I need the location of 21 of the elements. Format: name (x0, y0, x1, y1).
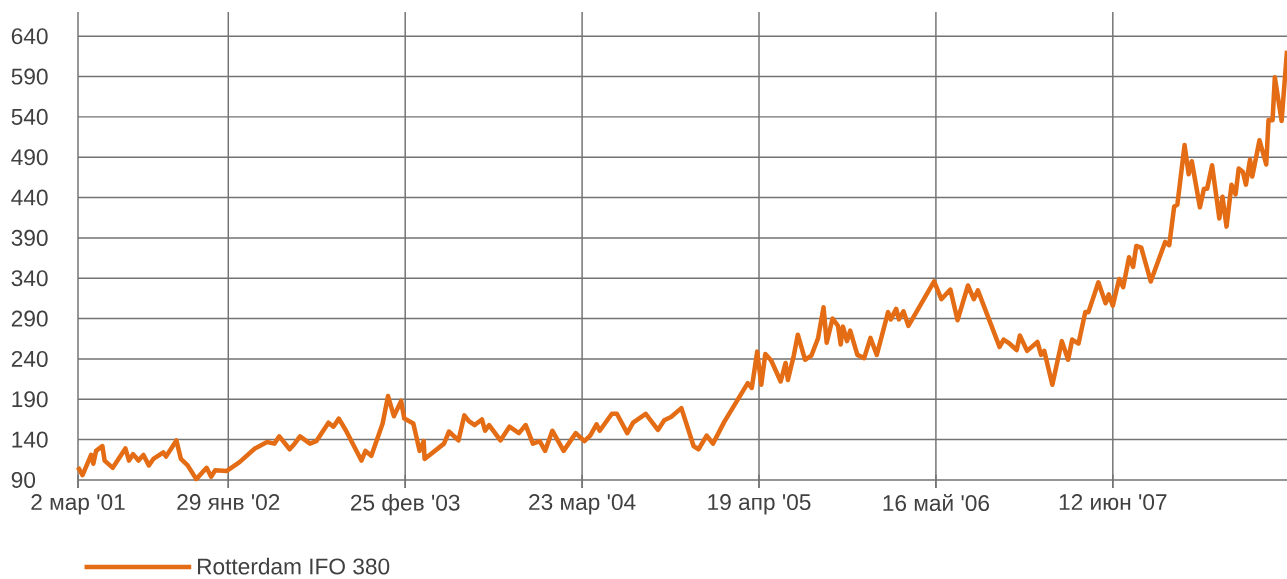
line-series (75, 48, 1287, 482)
y-tick-label: 90 (11, 471, 36, 488)
y-tick-label: 390 (11, 229, 48, 246)
y-tick-label: 540 (11, 108, 48, 125)
x-tick-label: 29 янв '02 (177, 494, 280, 511)
x-tick-label: 19 апр '05 (708, 494, 811, 515)
x-tick-label: 25 фев '03 (351, 494, 460, 516)
x-tick-label: 23 мар '04 (529, 494, 636, 515)
y-tick-label: 140 (12, 431, 48, 448)
y-tick-label: 240 (11, 350, 48, 367)
y-tick-label: 640 (11, 28, 48, 45)
y-tick-label: 290 (11, 310, 48, 327)
legend-label: Rotterdam IFO 380 (198, 557, 390, 575)
y-tick-label: 590 (11, 68, 48, 85)
y-tick-label: 440 (11, 189, 48, 206)
x-tick-label: 2 мар '01 (31, 494, 125, 515)
x-tick-label: 12 июн '07 (1059, 494, 1167, 511)
y-tick-label: 490 (11, 149, 48, 166)
x-tick-label: 16 май '06 (883, 494, 989, 512)
y-tick-label: 340 (11, 270, 48, 287)
y-tick-label: 190 (12, 391, 48, 408)
